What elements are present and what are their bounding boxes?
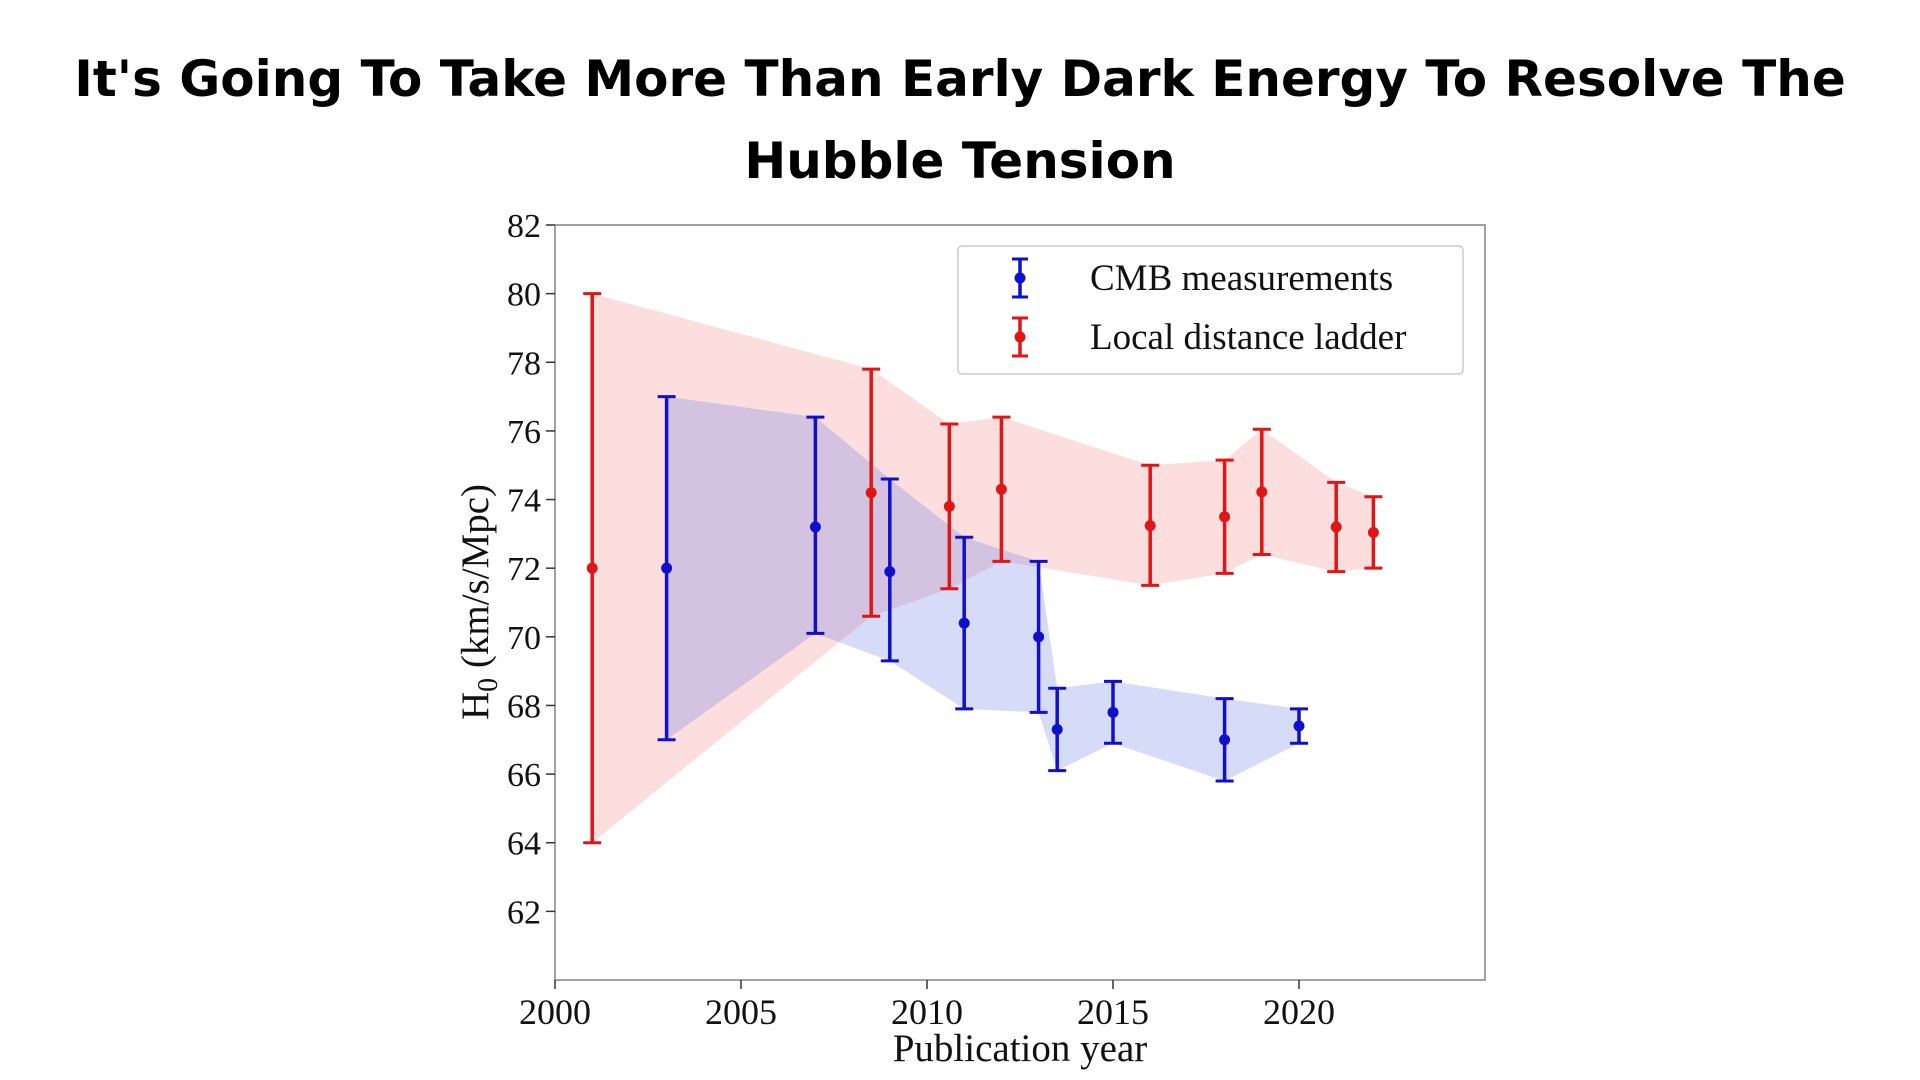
errorbar-local-ladder — [992, 415, 1011, 563]
errorbar-local-ladder — [1215, 458, 1234, 575]
errorbar-local-ladder — [583, 292, 602, 845]
errorbar-cmb — [955, 535, 974, 711]
y-tick-label: 68 — [507, 688, 541, 725]
data-point — [943, 500, 955, 512]
y-tick-label: 70 — [507, 620, 541, 657]
y-tick-label: 72 — [507, 551, 541, 588]
data-point — [884, 566, 896, 578]
errorbar-cmb — [806, 415, 825, 635]
data-point — [1219, 734, 1231, 746]
legend-errorbar — [1012, 316, 1028, 358]
errorbar-cmb — [1104, 679, 1122, 745]
data-point — [1144, 520, 1156, 532]
legend-marker-local-ladder — [1012, 316, 1028, 358]
data-point — [958, 617, 970, 629]
y-tick-label: 76 — [507, 414, 541, 451]
errorbar-cmb — [1048, 686, 1067, 773]
plot-frame — [554, 224, 1486, 981]
legend-label-local-ladder: Local distance ladder — [1090, 317, 1406, 358]
data-point — [1033, 631, 1045, 643]
legend-box — [957, 245, 1464, 375]
errorbar-cmb — [1215, 697, 1234, 783]
y-tick-label: 66 — [507, 757, 541, 794]
errorbar-cmb — [657, 395, 676, 742]
y-axis-label: H0 (km/s/Mpc) — [454, 484, 504, 720]
errorbar-cmb — [1029, 559, 1048, 714]
errorbar-cmb — [1290, 707, 1308, 745]
data-point — [1014, 272, 1026, 284]
legend-marker-cmb — [1012, 257, 1028, 299]
uncertainty-bands — [592, 293, 1374, 843]
errorbar-local-ladder — [1364, 495, 1383, 570]
y-tick-label: 64 — [507, 826, 541, 863]
data-point — [809, 521, 821, 533]
data-point — [661, 562, 673, 574]
data-point — [865, 487, 877, 499]
errorbar-local-ladder — [1141, 463, 1160, 587]
data-point — [1367, 526, 1379, 538]
legend-label-cmb: CMB measurements — [1090, 258, 1393, 299]
error-bars — [583, 292, 1383, 845]
x-tick-label: 2010 — [891, 992, 963, 1032]
y-tick-label: 80 — [507, 277, 541, 314]
data-point — [1051, 723, 1063, 735]
x-tick-label: 2020 — [1263, 992, 1335, 1032]
data-point — [1293, 720, 1305, 732]
data-point — [1219, 511, 1231, 523]
errorbar-local-ladder — [1252, 427, 1271, 556]
x-tick-label: 2005 — [705, 992, 777, 1032]
page-headline: It's Going To Take More Than Early Dark … — [74, 50, 1846, 190]
data-point — [586, 562, 598, 574]
data-point — [995, 483, 1007, 495]
y-axis-label-subscript: 0 — [473, 678, 504, 692]
legend-errorbar — [1012, 257, 1028, 299]
x-tick-label: 2000 — [519, 992, 591, 1032]
y-axis-label-units: (km/s/Mpc) — [454, 484, 497, 678]
legend: CMB measurements Local distance ladder — [957, 245, 1464, 375]
errorbar-cmb — [880, 477, 899, 663]
y-tick-label: 82 — [507, 208, 541, 245]
errorbar-local-ladder — [940, 422, 959, 591]
y-tick-label: 78 — [507, 345, 541, 382]
band-cmb — [666, 396, 1299, 781]
y-axis-label-main: H — [454, 692, 497, 720]
x-tick-label: 2015 — [1077, 992, 1149, 1032]
axis-ticks: 62 64 66 68 70 72 74 76 78 80 82 2000 2005 2010 2015 20… — [507, 208, 1335, 1032]
data-point — [1330, 521, 1342, 533]
x-axis-label: Publication year — [893, 1027, 1148, 1070]
y-tick-label: 62 — [507, 894, 541, 931]
data-point — [1107, 706, 1119, 718]
y-tick-label: 74 — [507, 483, 541, 520]
errorbar-local-ladder — [862, 367, 881, 618]
data-point — [1256, 486, 1268, 498]
band-local-ladder — [592, 293, 1374, 843]
data-point — [1014, 331, 1026, 343]
errorbar-local-ladder — [1327, 480, 1346, 574]
